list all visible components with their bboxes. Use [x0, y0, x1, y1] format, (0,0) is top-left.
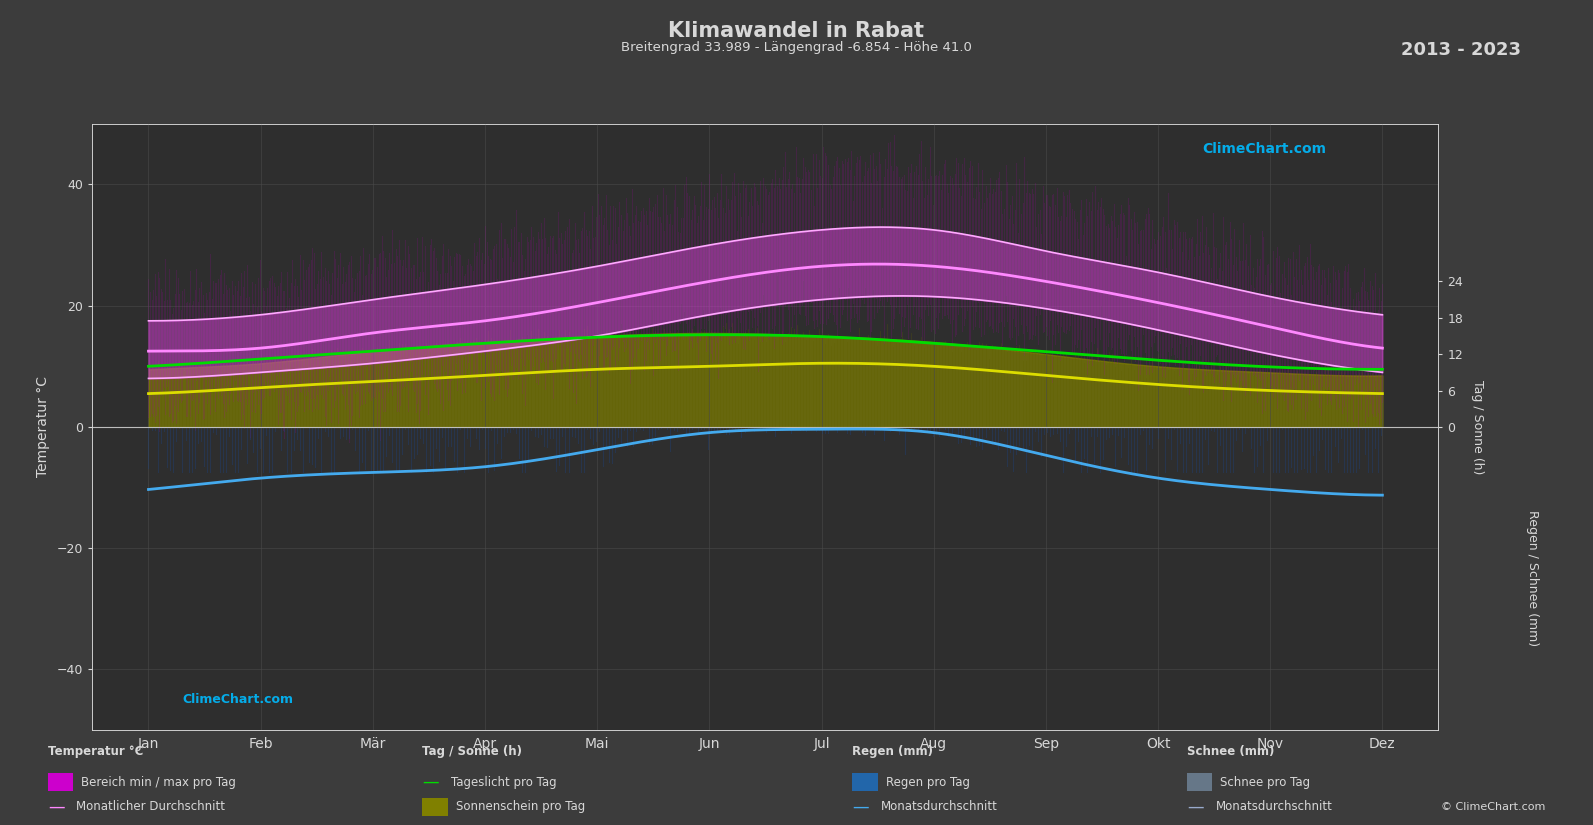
- Text: © ClimeChart.com: © ClimeChart.com: [1440, 802, 1545, 812]
- Text: —: —: [1187, 798, 1203, 816]
- Text: Tageslicht pro Tag: Tageslicht pro Tag: [451, 776, 556, 789]
- Text: Breitengrad 33.989 - Längengrad -6.854 - Höhe 41.0: Breitengrad 33.989 - Längengrad -6.854 -…: [621, 41, 972, 54]
- Text: Monatsdurchschnitt: Monatsdurchschnitt: [881, 800, 997, 813]
- Text: ClimeChart.com: ClimeChart.com: [1203, 142, 1327, 156]
- Text: Schnee (mm): Schnee (mm): [1187, 745, 1274, 758]
- Y-axis label: Temperatur °C: Temperatur °C: [37, 376, 49, 478]
- Y-axis label: Tag / Sonne (h): Tag / Sonne (h): [1472, 380, 1485, 474]
- Text: —: —: [422, 773, 438, 791]
- Text: —: —: [852, 798, 868, 816]
- Text: Monatsdurchschnitt: Monatsdurchschnitt: [1215, 800, 1332, 813]
- Text: Regen pro Tag: Regen pro Tag: [886, 776, 970, 789]
- Text: Temperatur °C: Temperatur °C: [48, 745, 143, 758]
- Text: Klimawandel in Rabat: Klimawandel in Rabat: [669, 21, 924, 40]
- Text: —: —: [422, 823, 438, 825]
- Text: Regen (mm): Regen (mm): [852, 745, 933, 758]
- Text: Schnee pro Tag: Schnee pro Tag: [1220, 776, 1311, 789]
- Text: —: —: [48, 798, 64, 816]
- Text: Bereich min / max pro Tag: Bereich min / max pro Tag: [81, 776, 236, 789]
- Text: Tag / Sonne (h): Tag / Sonne (h): [422, 745, 523, 758]
- Text: Sonnenschein pro Tag: Sonnenschein pro Tag: [456, 800, 585, 813]
- Text: 2013 - 2023: 2013 - 2023: [1402, 41, 1521, 59]
- Text: ClimeChart.com: ClimeChart.com: [182, 693, 293, 706]
- Text: Monatlicher Durchschnitt: Monatlicher Durchschnitt: [76, 800, 226, 813]
- Text: Regen / Schnee (mm): Regen / Schnee (mm): [1526, 511, 1539, 647]
